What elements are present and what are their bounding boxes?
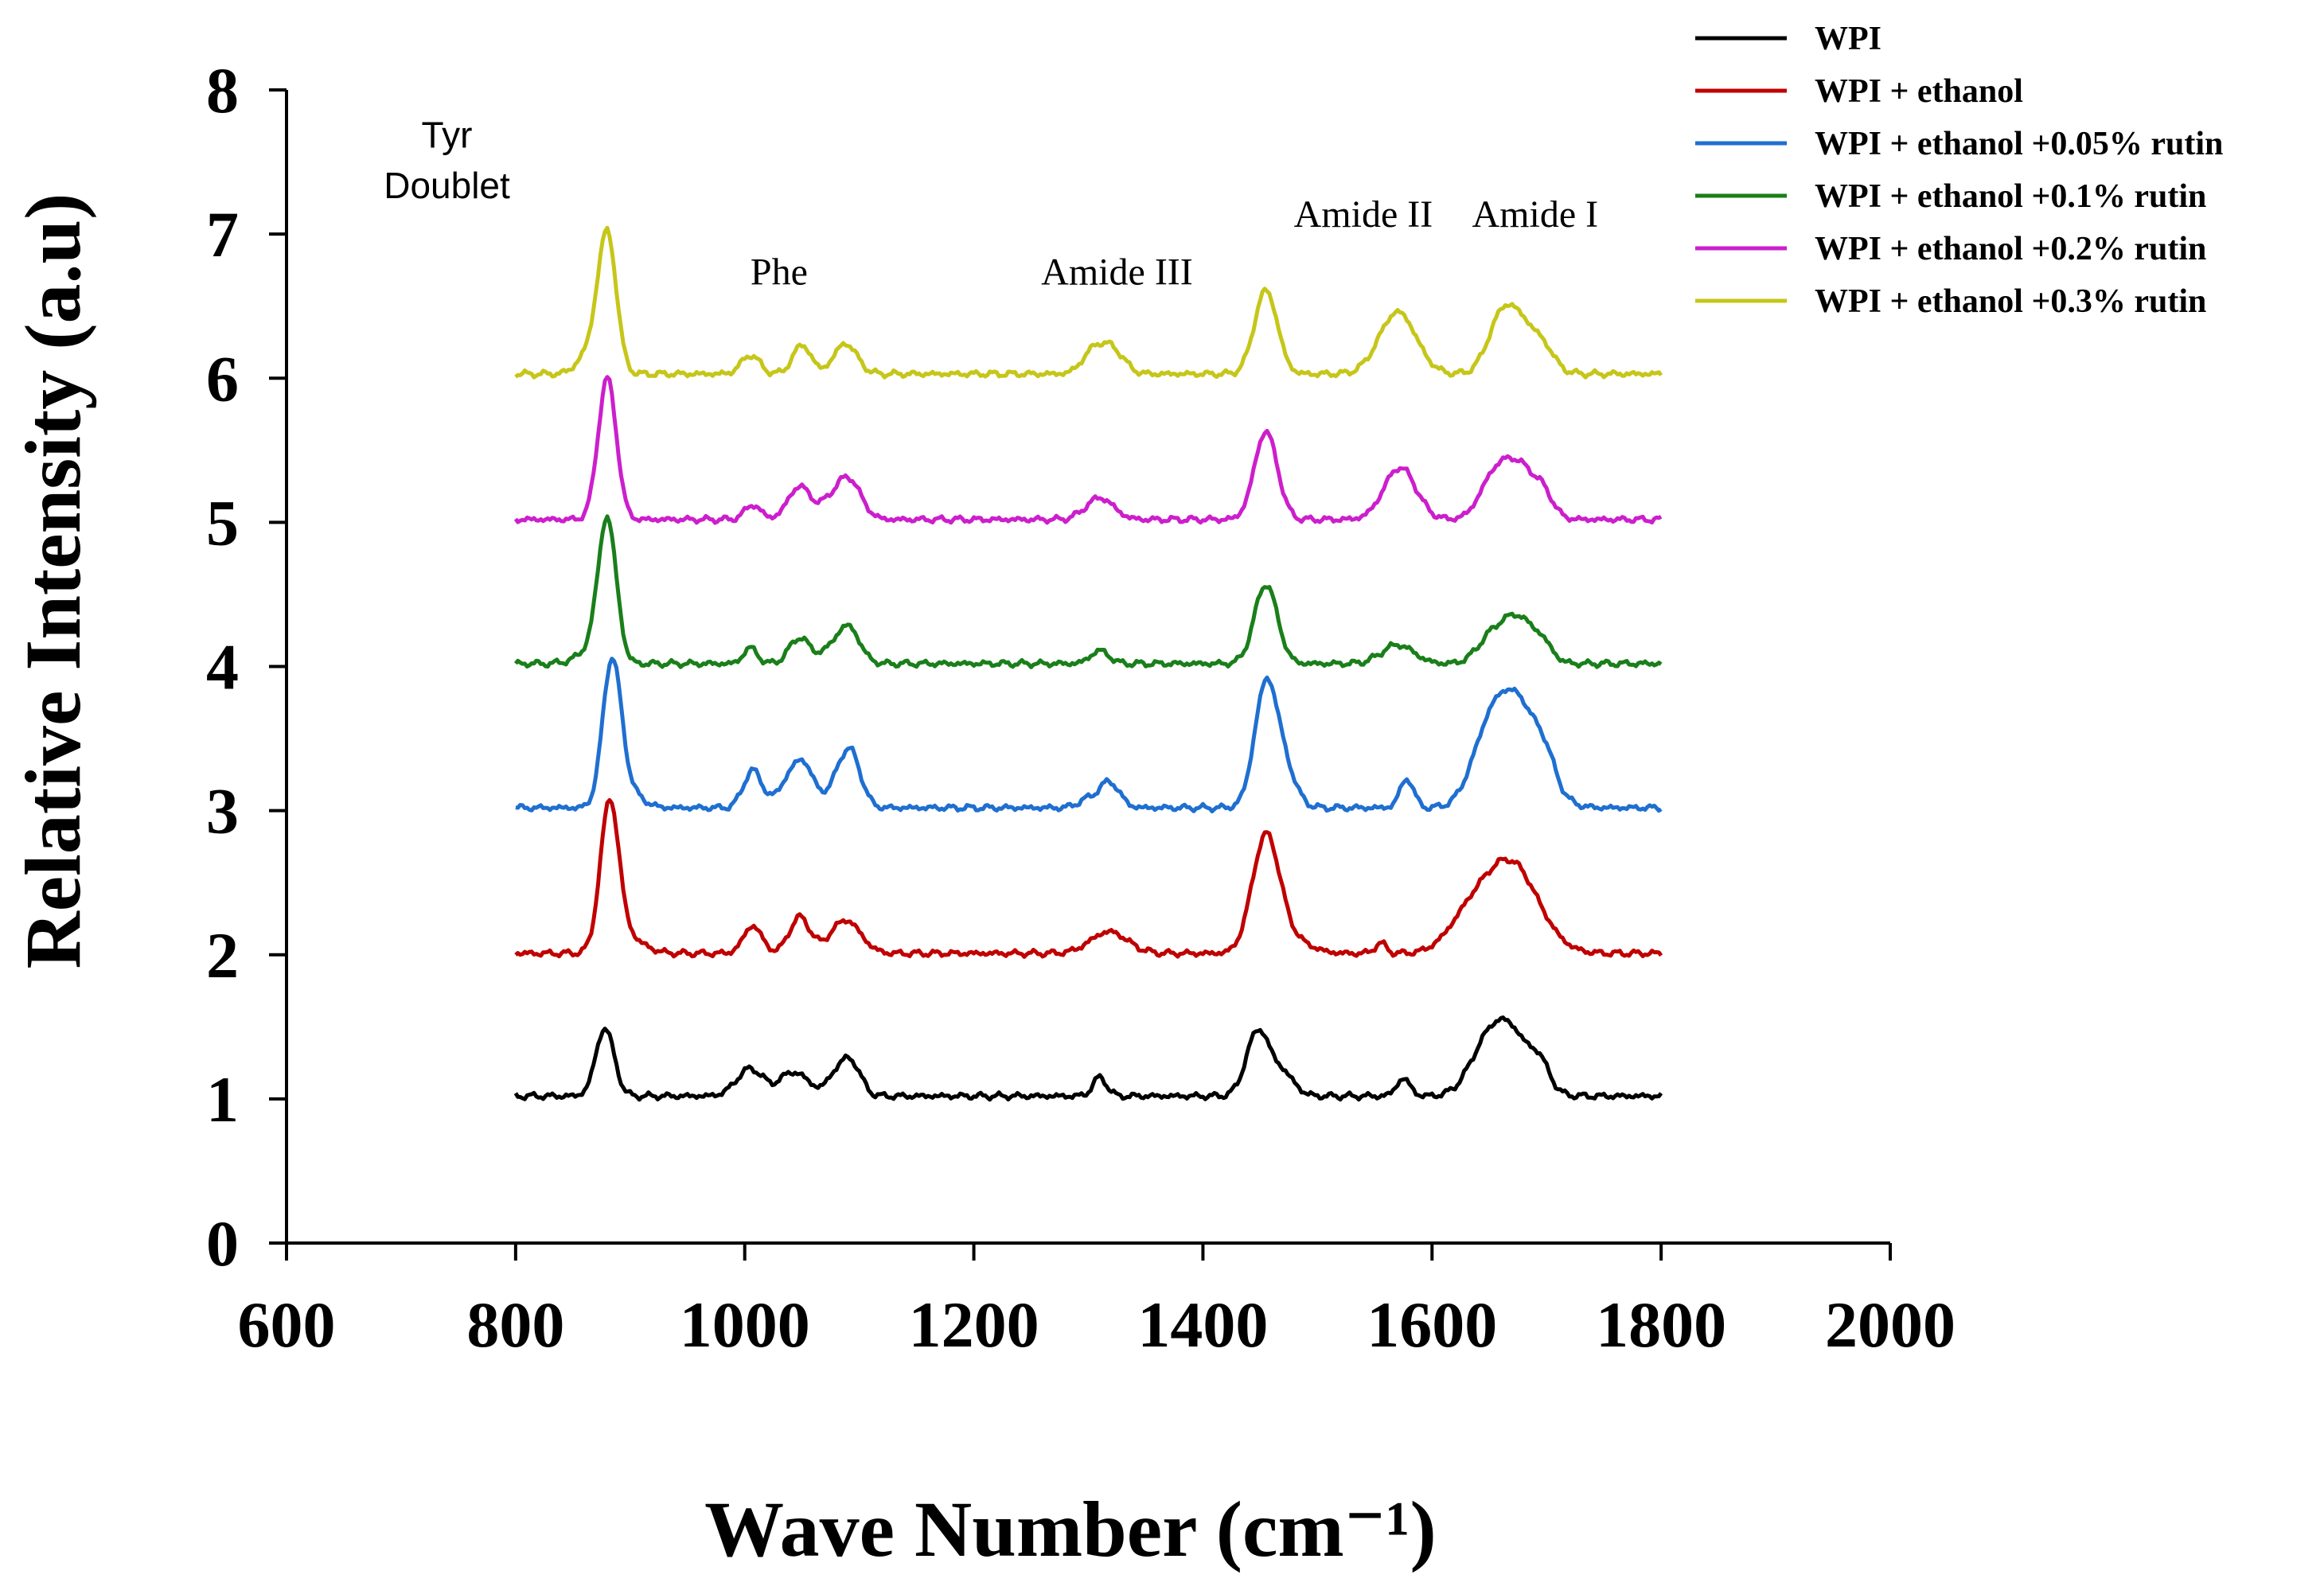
legend-label: WPI + ethanol +0.1% rutin [1815,178,2206,215]
series-line [515,657,1663,814]
x-tick-label: 1600 [1367,1288,1497,1361]
peak-annotation: Phe [751,251,808,294]
series-line [514,797,1663,959]
annotation-layer: Tyr Doublet Phe Amide III Amide II Amide I [384,114,1598,293]
series-line [513,1015,1663,1102]
x-tick-label: 2000 [1825,1288,1956,1361]
x-tick-label: 1400 [1137,1288,1268,1361]
y-tick-label: 5 [206,486,239,559]
legend-label: WPI + ethanol [1815,73,2023,110]
x-tick-label: 1800 [1596,1288,1726,1361]
series-line [513,514,1663,669]
x-tick-label: 600 [238,1288,336,1361]
legend-label: WPI [1815,21,1881,57]
series-line [514,225,1663,380]
legend-label: WPI + ethanol +0.3% rutin [1815,283,2206,320]
x-tick-label: 1000 [680,1288,810,1361]
legend-label: WPI + ethanol +0.05% rutin [1815,126,2223,162]
y-tick-label: 1 [206,1063,239,1136]
y-tick-label: 4 [206,631,239,703]
peak-annotation: Amide III [1041,251,1193,294]
x-tick-label: 1200 [909,1288,1039,1361]
y-tick-label: 6 [206,342,239,415]
peak-annotation: Doublet [384,165,510,206]
legend: WPI WPI + ethanol WPI + ethanol +0.05% rut… [1695,21,2223,320]
y-tick-label: 0 [206,1207,239,1280]
peak-annotation: Amide I [1472,193,1599,236]
x-axis-title: Wave Number (cm⁻¹) [704,1485,1437,1573]
peak-annotation: Tyr [422,114,473,155]
y-axis-title: Relative Intensity (a.u) [9,193,97,969]
series-layer [513,225,1663,1102]
peak-annotation: Amide II [1294,193,1433,236]
y-tick-label: 8 [206,54,239,127]
y-tick-label: 7 [206,198,239,271]
series-line [513,375,1663,525]
axes: 0 1 2 3 4 5 6 7 8 600 800 1000 1200 1400 1600 1800 2000 [206,54,1956,1361]
x-tick-label: 800 [466,1288,564,1361]
legend-label: WPI + ethanol +0.2% rutin [1815,231,2206,267]
y-tick-label: 2 [206,919,239,992]
y-tick-label: 3 [206,775,239,848]
